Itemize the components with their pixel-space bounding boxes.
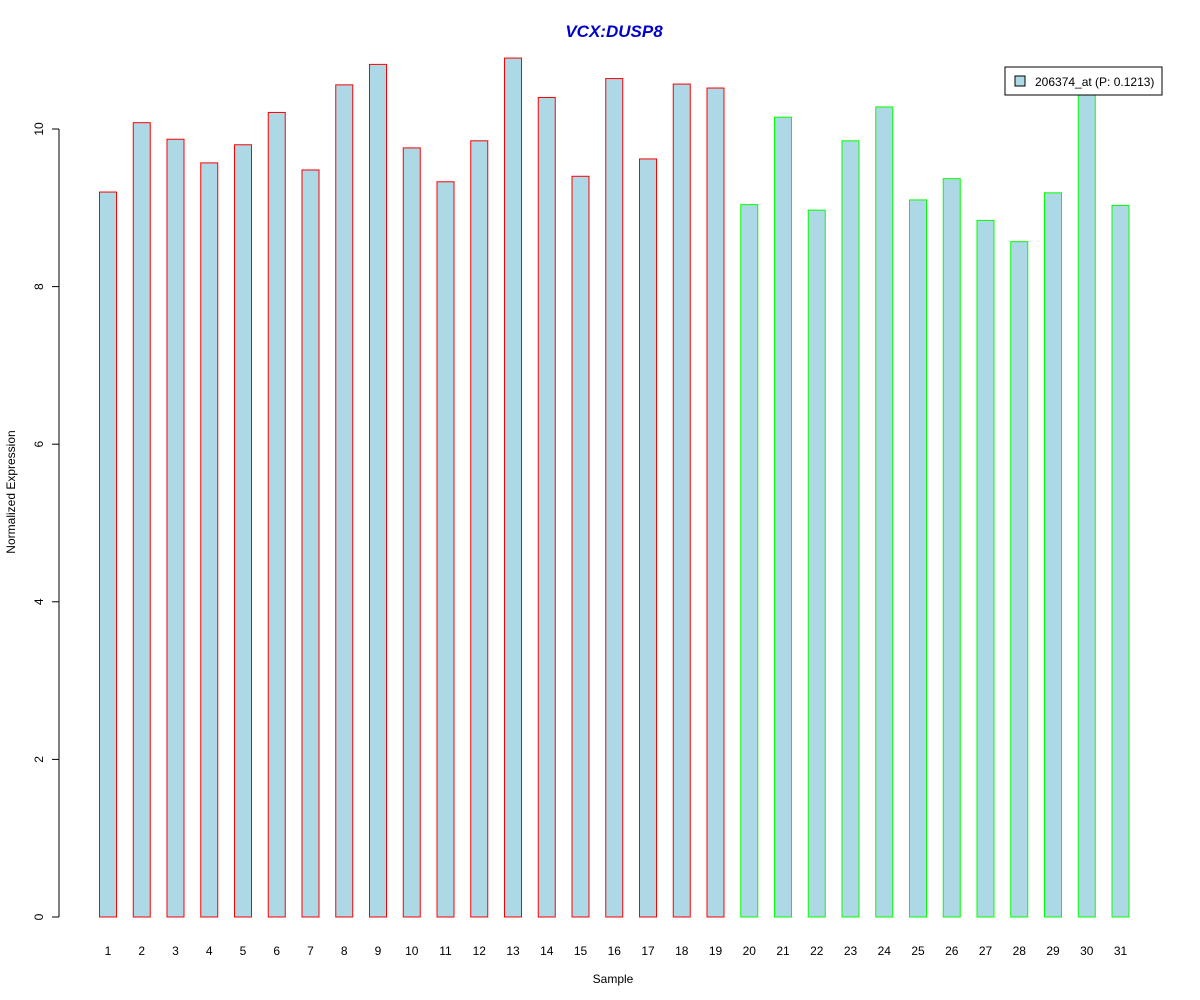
x-tick-label: 18	[675, 944, 689, 958]
x-tick-label: 3	[172, 944, 179, 958]
x-tick-label: 17	[641, 944, 655, 958]
bar-sample-10	[402, 147, 421, 918]
bar-sample-14	[537, 96, 556, 918]
bar-sample-6	[267, 111, 286, 918]
legend: 206374_at (P: 0.1213)	[1004, 66, 1163, 96]
legend-swatch	[1014, 75, 1026, 87]
bar-sample-18	[672, 83, 691, 918]
x-tick-label: 20	[743, 944, 757, 958]
bar-sample-31	[1111, 204, 1130, 918]
bar-sample-1	[99, 191, 117, 918]
bar-sample-21	[774, 116, 792, 918]
bar-sample-7	[301, 169, 320, 918]
bar-sample-15	[571, 175, 590, 918]
bars	[99, 57, 1130, 918]
y-tick-label: 10	[32, 122, 46, 136]
bar-sample-23	[841, 140, 860, 918]
x-tick-label: 11	[439, 944, 452, 958]
bar-sample-22	[807, 209, 826, 918]
x-tick-label: 29	[1046, 944, 1060, 958]
bar-sample-26	[942, 178, 961, 918]
x-tick-label: 21	[776, 944, 790, 958]
x-tick-label: 10	[405, 944, 419, 958]
bar-sample-19	[706, 87, 725, 918]
bar-sample-4	[200, 162, 219, 918]
y-tick-label: 8	[32, 283, 46, 290]
y-tick-label: 0	[32, 913, 46, 920]
bar-sample-16	[605, 78, 624, 918]
x-tick-label: 2	[138, 944, 145, 958]
bar-sample-13	[504, 57, 522, 918]
x-tick-label: 14	[540, 944, 554, 958]
y-tick-label: 6	[32, 441, 46, 448]
x-tick-label: 7	[307, 944, 314, 958]
x-tick-label: 30	[1080, 944, 1094, 958]
x-tick-label: 6	[273, 944, 280, 958]
y-tick-label: 2	[32, 756, 46, 763]
legend-label: 206374_at (P: 0.1213)	[1035, 75, 1154, 89]
bar-sample-3	[166, 138, 185, 918]
bar-sample-5	[234, 144, 252, 918]
x-tick-label: 15	[574, 944, 588, 958]
x-tick-label: 16	[608, 944, 622, 958]
bar-sample-29	[1044, 192, 1062, 918]
x-axis-tick-labels: 1 2 3 4 5 6 7 8 9 10 11 12 13 14 15 16 17 18 19 20 21 22 23 24 2…	[105, 944, 1128, 958]
bar-sample-30	[1077, 93, 1096, 918]
x-tick-label: 19	[709, 944, 723, 958]
legend-box	[1004, 66, 1163, 96]
bar-sample-12	[470, 140, 489, 918]
x-tick-label: 27	[979, 944, 993, 958]
x-tick-label: 31	[1114, 944, 1128, 958]
x-tick-label: 4	[206, 944, 213, 958]
bar-sample-11	[436, 181, 455, 918]
y-axis-title: Normalized Expression	[4, 430, 18, 553]
y-axis: 0 2 4 6 8 10	[32, 122, 60, 920]
x-tick-label: 1	[105, 944, 112, 958]
bar-sample-24	[875, 106, 894, 918]
x-tick-label: 8	[341, 944, 348, 958]
x-tick-label: 26	[945, 944, 959, 958]
y-tick-label: 4	[32, 598, 46, 605]
x-tick-label: 5	[240, 944, 247, 958]
bar-sample-2	[132, 122, 151, 918]
bar-sample-20	[740, 204, 759, 918]
bar-sample-25	[909, 199, 927, 918]
x-tick-label: 25	[911, 944, 925, 958]
bar-sample-27	[976, 219, 995, 918]
x-tick-label: 24	[878, 944, 892, 958]
bar-sample-17	[639, 158, 657, 918]
x-tick-label: 12	[473, 944, 487, 958]
bar-sample-8	[335, 84, 354, 918]
chart-title: VCX:DUSP8	[565, 22, 663, 41]
x-tick-label: 9	[375, 944, 382, 958]
x-tick-label: 28	[1013, 944, 1027, 958]
x-tick-label: 13	[506, 944, 520, 958]
bar-sample-28	[1010, 241, 1029, 918]
x-axis-title: Sample	[593, 972, 634, 986]
bar-sample-9	[369, 63, 387, 918]
x-tick-label: 22	[810, 944, 824, 958]
x-tick-label: 23	[844, 944, 858, 958]
